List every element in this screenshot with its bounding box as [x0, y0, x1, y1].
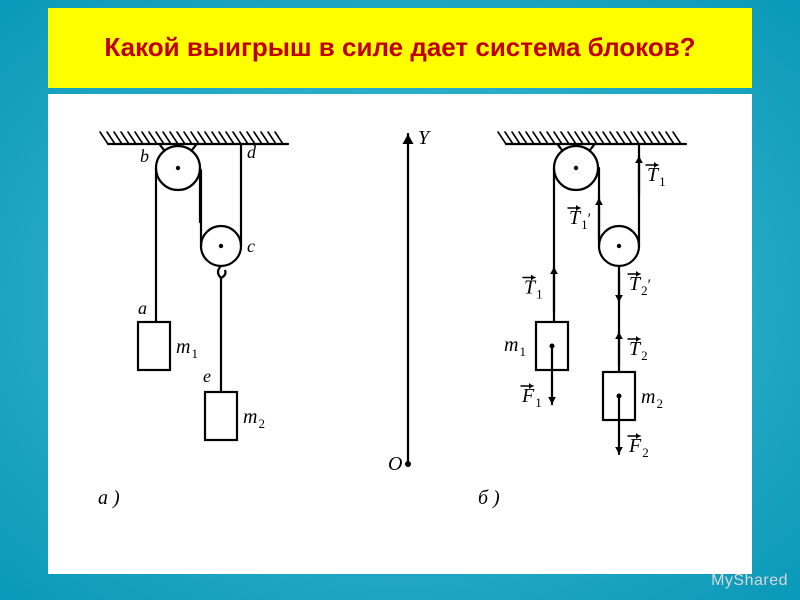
slide-title: Какой выигрыш в силе дает система блоков…: [48, 8, 752, 88]
svg-text:Y: Y: [418, 127, 431, 149]
svg-text:m1: m1: [176, 336, 198, 361]
svg-text:c: c: [247, 236, 255, 256]
svg-text:T2′: T2′: [629, 273, 651, 298]
svg-text:O: O: [388, 453, 402, 475]
physics-diagram: m1 m2 a b c d e а ) Y Om1 m2 T1 T1′ T1 T2′ T2 F1 F2 б ): [48, 94, 752, 574]
svg-text:F1: F1: [521, 385, 542, 410]
svg-text:m2: m2: [641, 386, 663, 411]
svg-text:а ): а ): [98, 487, 120, 509]
svg-text:T1: T1: [524, 277, 543, 302]
svg-text:T1′: T1′: [569, 207, 591, 232]
figure-panel: m1 m2 a b c d e а ) Y Om1 m2 T1 T1′ T1 T2′ T2 F1 F2 б ): [48, 94, 752, 574]
svg-text:a: a: [138, 298, 147, 318]
svg-text:m1: m1: [504, 334, 526, 359]
slide-title-text: Какой выигрыш в силе дает система блоков…: [104, 32, 695, 63]
svg-text:б ): б ): [478, 487, 500, 509]
svg-text:T1: T1: [647, 164, 666, 189]
svg-text:d: d: [247, 142, 257, 162]
svg-text:T2: T2: [629, 338, 648, 363]
svg-text:m2: m2: [243, 406, 265, 431]
svg-text:e: e: [203, 366, 211, 386]
slide-root: Какой выигрыш в силе дает система блоков…: [0, 0, 800, 600]
svg-text:F2: F2: [628, 435, 649, 460]
svg-text:b: b: [140, 146, 149, 166]
